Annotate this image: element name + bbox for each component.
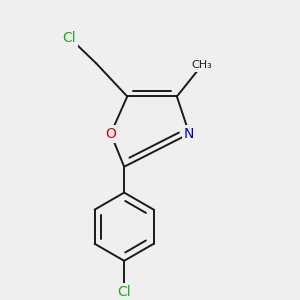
Text: Cl: Cl [117, 285, 131, 299]
Text: N: N [184, 127, 194, 141]
Text: O: O [105, 127, 116, 141]
Text: Cl: Cl [63, 31, 76, 45]
Text: CH₃: CH₃ [191, 61, 212, 70]
